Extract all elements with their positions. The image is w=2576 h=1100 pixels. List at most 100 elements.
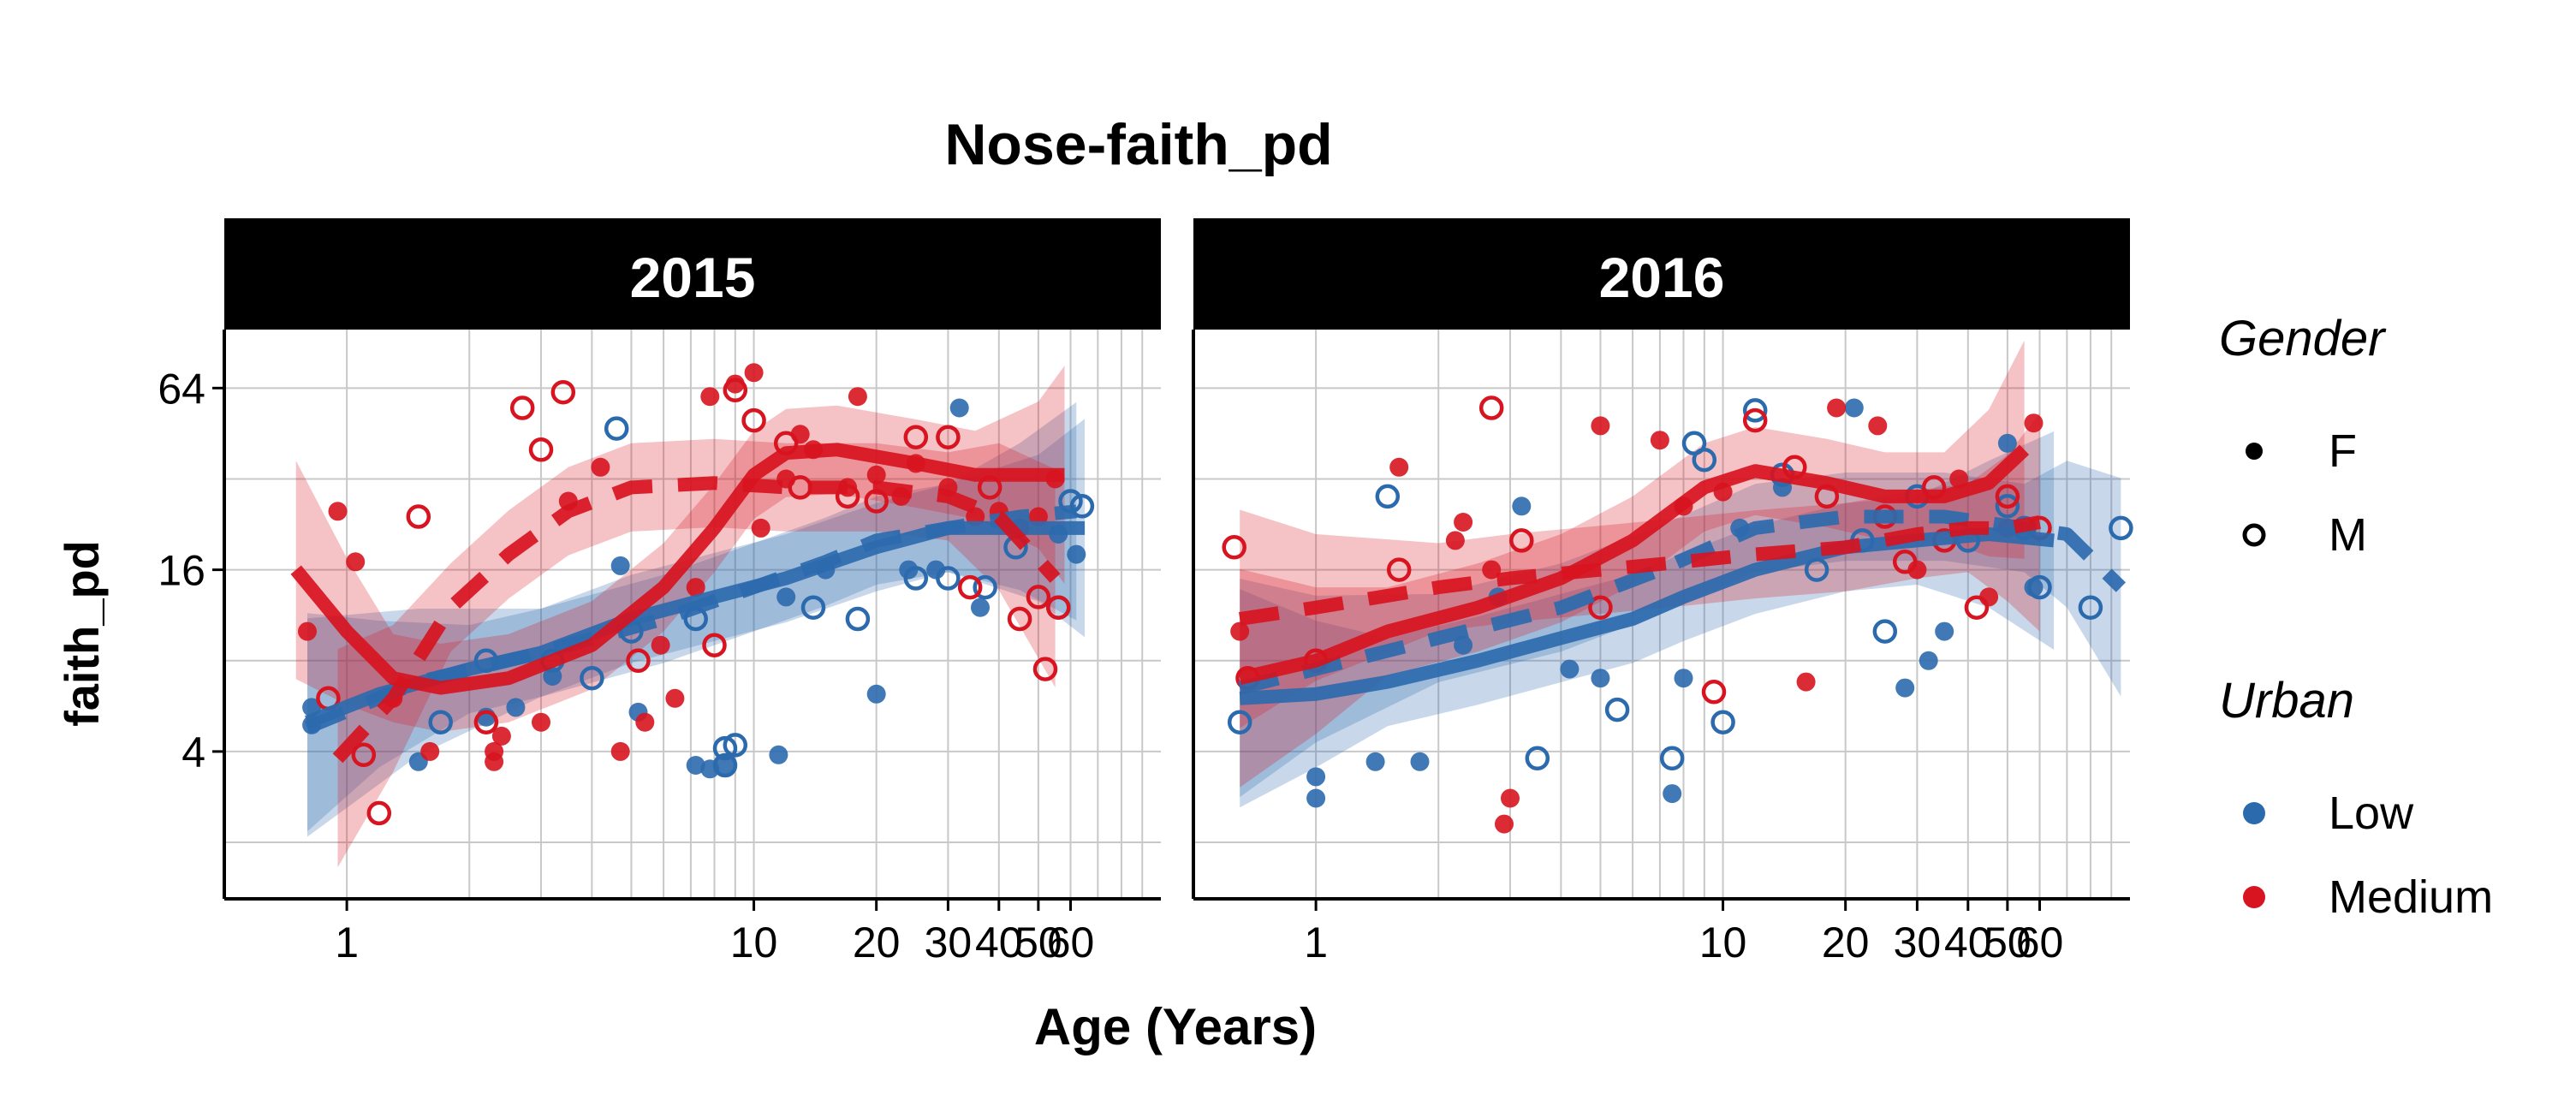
- x-tick-label: 30: [925, 919, 973, 966]
- data-point: [528, 437, 554, 462]
- data-point: [1674, 669, 1693, 688]
- data-point: [702, 633, 727, 657]
- data-point: [1067, 544, 1086, 564]
- data-point: [903, 425, 929, 449]
- x-tick-label: 40: [975, 919, 1023, 966]
- data-point: [1588, 595, 1613, 620]
- data-point: [328, 502, 348, 521]
- legend-swatch: [2243, 886, 2265, 908]
- data-point: [866, 684, 886, 704]
- data-point: [298, 621, 317, 641]
- data-point: [1525, 746, 1550, 771]
- data-point: [1935, 621, 1954, 641]
- data-point: [686, 578, 705, 598]
- data-point: [2027, 574, 2052, 600]
- data-point: [1591, 416, 1610, 436]
- x-tick-label: 50: [1984, 919, 2032, 966]
- data-point: [1501, 788, 1520, 808]
- data-point: [532, 712, 550, 732]
- data-point: [1964, 595, 1990, 620]
- data-point: [1365, 752, 1385, 771]
- trend-line-low-f: [1239, 527, 2055, 705]
- y-tick-label: 16: [158, 547, 205, 595]
- data-point: [957, 574, 983, 600]
- data-point: [591, 457, 610, 477]
- data-point: [1222, 535, 1246, 560]
- data-point: [491, 726, 511, 746]
- data-point: [1895, 678, 1915, 698]
- data-point: [2078, 595, 2103, 620]
- data-point: [712, 752, 738, 778]
- data-point: [473, 710, 499, 734]
- data-point: [1919, 651, 1938, 670]
- panel-strip: [1193, 218, 2130, 330]
- trend-line-medium-f: [1238, 444, 2030, 685]
- y-tick-label: 64: [158, 365, 205, 413]
- panel-strip: [224, 218, 1161, 330]
- data-point: [776, 587, 796, 607]
- data-point: [1844, 398, 1864, 418]
- data-point: [1995, 494, 2020, 519]
- data-point: [835, 484, 860, 509]
- data-point: [744, 363, 764, 383]
- trend-line-medium-m: [332, 476, 1061, 764]
- data-point: [1454, 513, 1473, 532]
- legend-label: Low: [2329, 788, 2414, 839]
- data-point: [420, 741, 440, 761]
- data-point: [1872, 619, 1898, 644]
- data-point: [1482, 560, 1502, 580]
- confidence-bands: [1240, 340, 2121, 808]
- data-point: [1230, 621, 1250, 641]
- data-point: [723, 733, 748, 758]
- data-point: [769, 745, 788, 764]
- data-point: [665, 688, 685, 708]
- data-point: [2109, 515, 2133, 541]
- data-point: [800, 595, 826, 620]
- legend: Gender FM Urban Low Medium: [2219, 311, 2493, 923]
- data-point: [1710, 710, 1735, 734]
- data-point: [1796, 672, 1816, 692]
- data-point: [635, 712, 655, 732]
- data-point: [723, 378, 748, 403]
- confidence-band-low-m: [307, 401, 1077, 837]
- panel-strip-label: 2016: [1599, 246, 1725, 309]
- data-point: [1410, 752, 1430, 771]
- trend-line-low-m: [1238, 509, 2127, 695]
- data-point: [1509, 528, 1534, 553]
- data-point: [485, 752, 504, 771]
- data-point: [1032, 657, 1058, 681]
- x-tick-label: 20: [1822, 919, 1870, 966]
- data-point: [1478, 395, 1504, 420]
- data-point: [700, 387, 720, 407]
- data-point: [903, 566, 929, 591]
- data-point: [604, 416, 629, 441]
- data-point: [1007, 606, 1032, 632]
- x-tick-label: 30: [1894, 919, 1942, 966]
- chart-title: Nose-faith_pd: [944, 112, 1332, 177]
- data-point: [1306, 767, 1326, 787]
- legend-label: F: [2329, 425, 2357, 477]
- x-tick-label: 10: [1699, 919, 1747, 966]
- data-point: [406, 504, 431, 529]
- data-point: [1742, 398, 1768, 423]
- data-point: [866, 465, 886, 485]
- data-point: [610, 741, 630, 761]
- data-point: [1692, 447, 1717, 473]
- x-tick-label: 50: [1014, 919, 1062, 966]
- data-point: [351, 742, 377, 768]
- data-point: [1046, 595, 1071, 620]
- data-point: [509, 395, 535, 420]
- panel-strip-label: 2015: [630, 246, 756, 309]
- data-point: [1512, 496, 1532, 516]
- data-point: [848, 387, 867, 407]
- data-point: [2024, 413, 2044, 433]
- data-point: [626, 648, 651, 674]
- data-point: [1907, 560, 1927, 580]
- data-point: [1560, 659, 1580, 679]
- legend-swatch: [2243, 802, 2265, 824]
- data-point: [610, 556, 630, 575]
- data-point: [1892, 550, 1918, 574]
- data-point: [346, 552, 366, 572]
- data-point: [686, 756, 705, 775]
